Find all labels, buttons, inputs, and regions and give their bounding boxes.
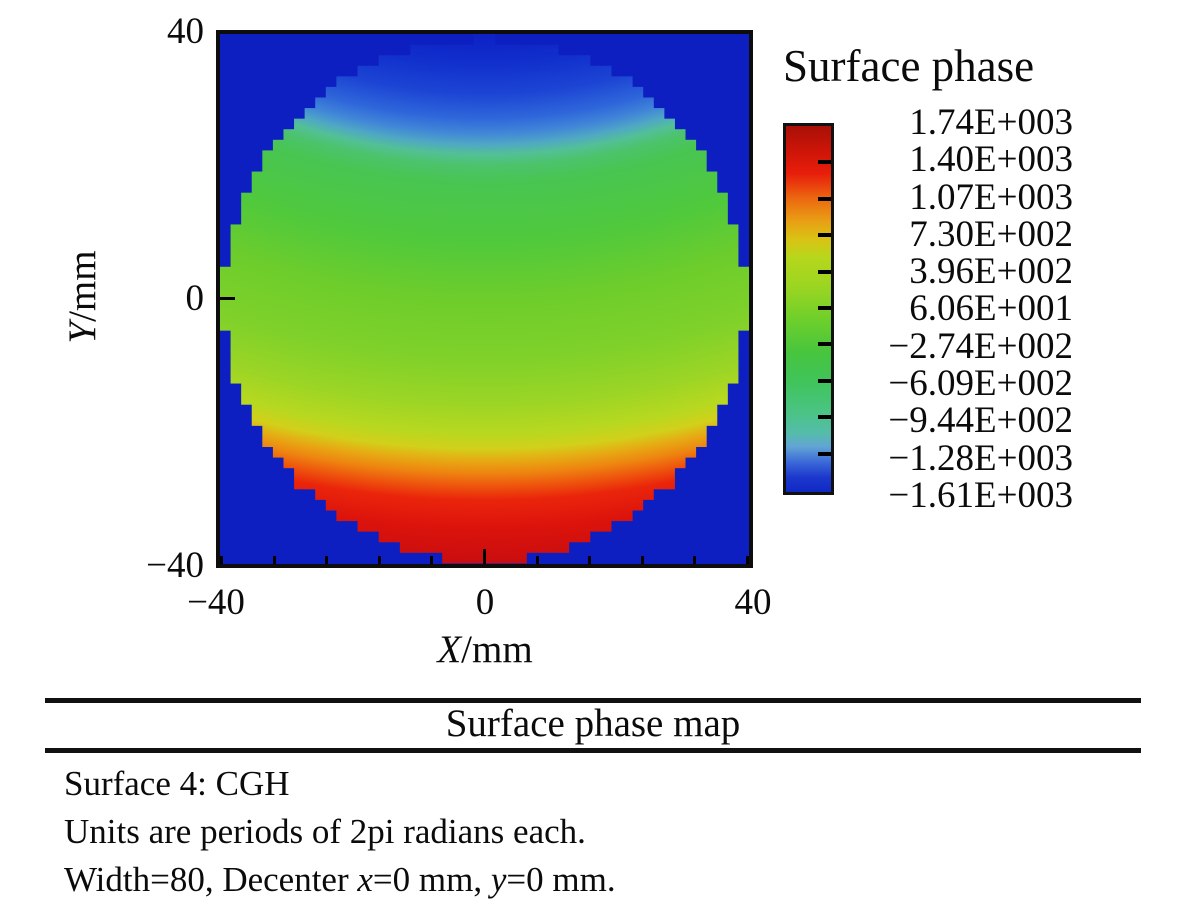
colorbar-label: −1.61E+003 (888, 474, 1073, 516)
x-axis-tick (588, 556, 592, 564)
note-width-decenter: Width=80, Decenter x=0 mm, y=0 mm. (64, 856, 616, 904)
colorbar-title: Surface phase (783, 41, 1035, 91)
colorbar-label: −6.09E+002 (888, 363, 1073, 405)
y-axis-zero-tick (220, 297, 235, 300)
colorbar-label: 1.40E+003 (909, 139, 1073, 181)
separator-line-top (45, 698, 1141, 703)
x-axis-tick (535, 556, 539, 564)
separator-line-bottom (45, 748, 1141, 753)
plot-area (216, 30, 753, 568)
note-units: Units are periods of 2pi radians each. (64, 812, 586, 851)
x-axis-tick (430, 556, 434, 564)
colorbar-label: 6.06E+001 (909, 288, 1073, 330)
colorbar-label: 7.30E+002 (909, 213, 1073, 255)
colorbar-label: 3.96E+002 (909, 251, 1073, 293)
x-axis-tick (325, 556, 329, 564)
x-axis-title-symbol: X (437, 628, 462, 671)
colorbar-tick (818, 451, 831, 456)
colorbar (783, 123, 834, 495)
y-axis-title-symbol: Y (61, 321, 104, 344)
x-axis-tick (220, 556, 223, 564)
x-axis-tick (272, 556, 276, 564)
note-y-symbol: y (490, 860, 507, 899)
x-axis-tick (746, 556, 749, 564)
x-axis-title: X/mm (405, 628, 565, 672)
x-axis-tick (377, 556, 381, 564)
colorbar-tick (818, 269, 831, 274)
x-tick-label-neg40: −40 (187, 582, 245, 623)
colorbar-tick (818, 306, 831, 310)
colorbar-tick-labels: 1.74E+003 1.40E+003 1.07E+003 7.30E+002 … (843, 104, 1073, 514)
y-tick-label-neg40: −40 (146, 545, 204, 586)
colorbar-tick (818, 378, 831, 383)
x-axis-tick (640, 556, 644, 564)
colorbar-tick (818, 415, 831, 420)
colorbar-tick (818, 342, 831, 347)
note-x-symbol: x (357, 860, 373, 899)
colorbar-label: 1.74E+003 (909, 102, 1073, 143)
note-part: =0 mm. (506, 860, 616, 899)
x-tick-label-0: 0 (475, 582, 495, 623)
colorbar-label: −9.44E+002 (888, 400, 1073, 442)
x-axis-tick (693, 556, 697, 564)
y-axis-title-units: /mm (61, 250, 104, 322)
note-part: =0 mm, (372, 860, 491, 899)
colorbar-tick (818, 233, 831, 238)
y-axis-title: Y/mm (61, 212, 105, 382)
colorbar-tick (818, 196, 831, 201)
note-part: Width=80, Decenter (64, 860, 358, 899)
figure-notes: Surface 4: CGH Units are periods of 2pi … (64, 760, 616, 904)
colorbar-label: 1.07E+003 (909, 176, 1073, 218)
colorbar-label: −1.28E+003 (888, 437, 1073, 479)
phase-map-canvas (220, 34, 749, 564)
note-surface: Surface 4: CGH (64, 764, 290, 803)
x-axis-title-units: /mm (461, 628, 533, 671)
x-tick-label-40: 40 (734, 582, 772, 623)
y-tick-label-40: 40 (167, 11, 204, 52)
y-tick-label-0: 0 (185, 278, 205, 319)
x-axis-tick (483, 549, 486, 564)
colorbar-label: −2.74E+002 (888, 325, 1073, 367)
colorbar-tick (818, 160, 831, 165)
phase-disk (220, 34, 749, 564)
figure-title: Surface phase map (445, 702, 741, 745)
